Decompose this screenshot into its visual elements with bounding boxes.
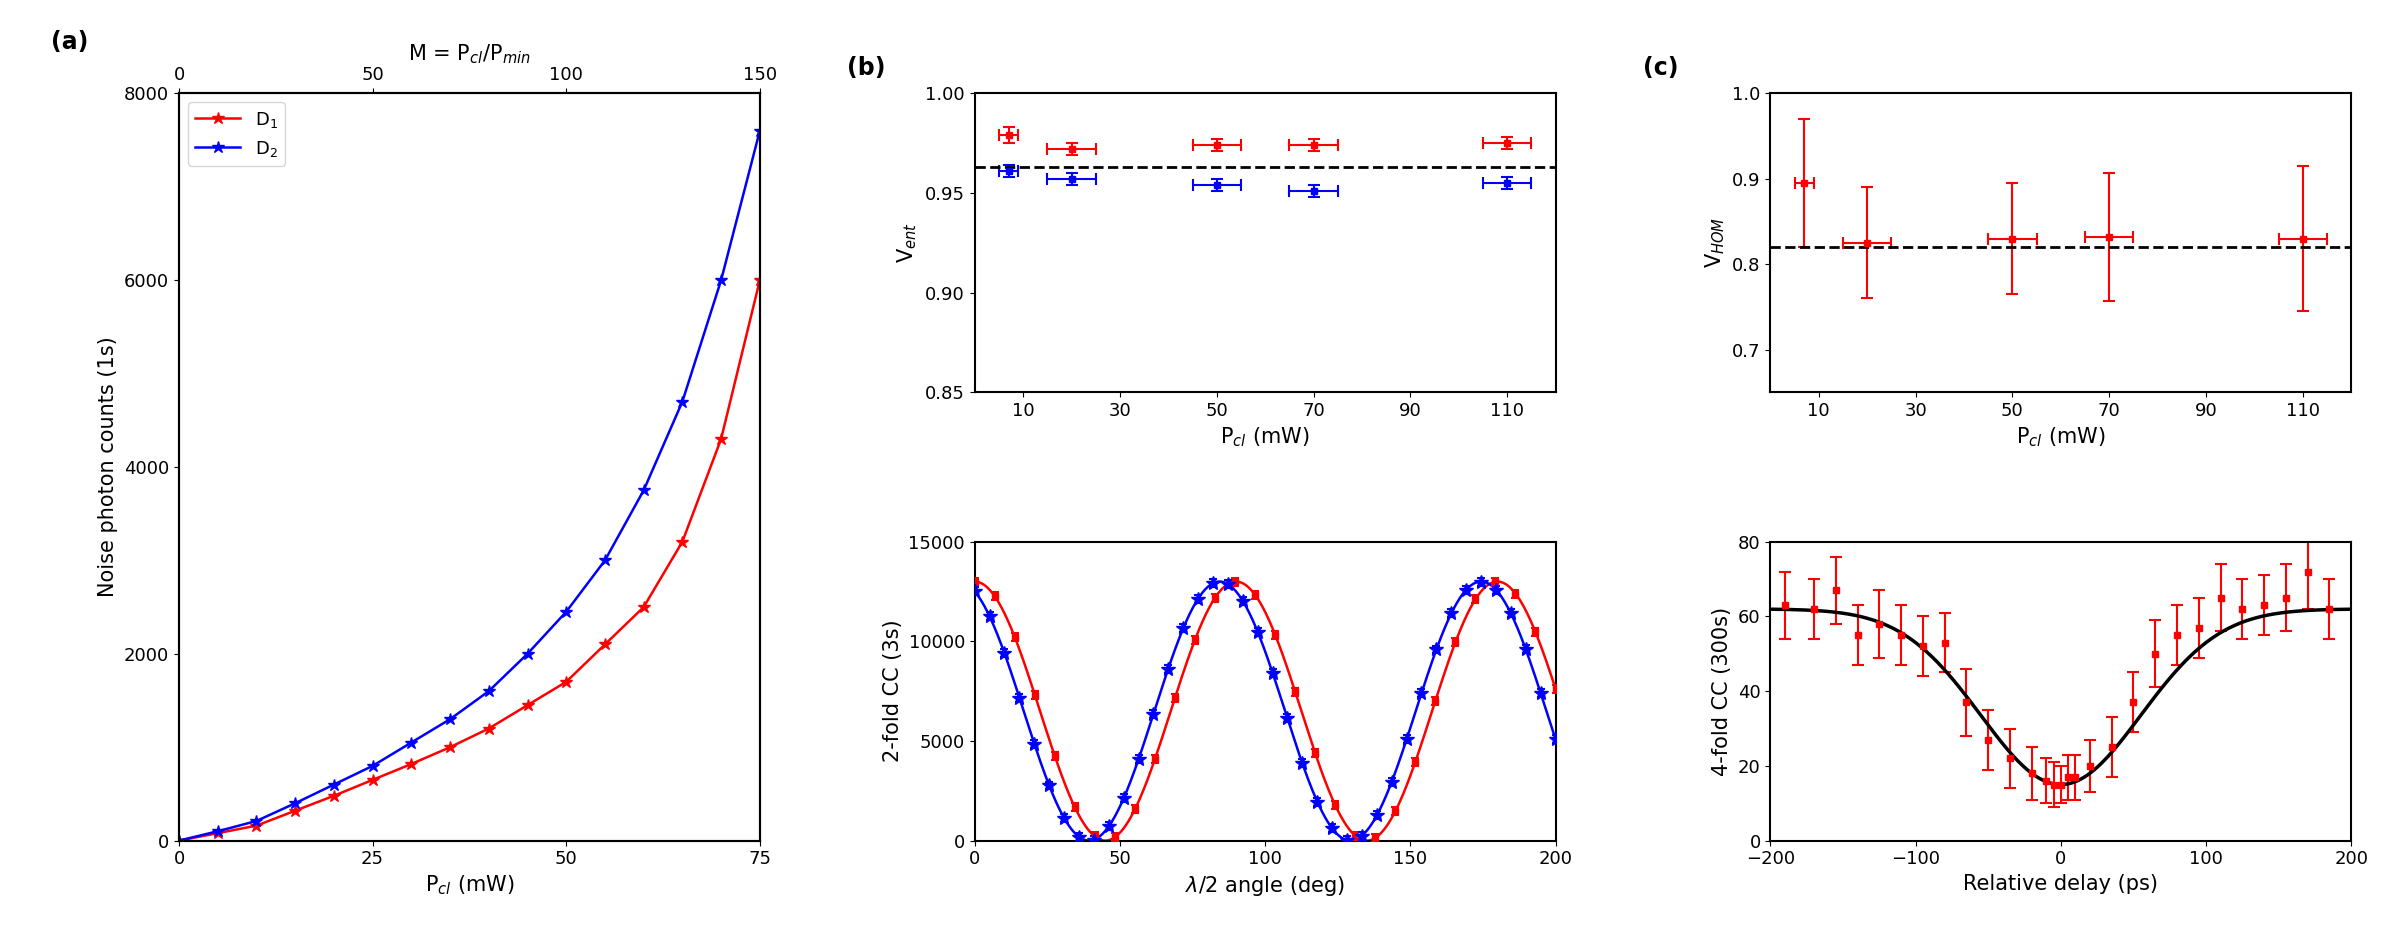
D$_1$	[165, 835, 193, 846]
D$_1$	[320, 790, 349, 801]
D$_1$	[203, 828, 232, 839]
D$_2$	[282, 798, 310, 809]
D$_1$	[630, 601, 659, 613]
D$_2$	[203, 826, 232, 837]
Legend: D$_1$, D$_2$: D$_1$, D$_2$	[189, 103, 284, 166]
D$_1$	[668, 536, 697, 547]
X-axis label: P$_{cl}$ (mW): P$_{cl}$ (mW)	[2017, 426, 2105, 449]
Y-axis label: V$_{ent}$: V$_{ent}$	[895, 222, 919, 263]
Y-axis label: 4-fold CC (300s): 4-fold CC (300s)	[1711, 606, 1733, 776]
D$_1$	[396, 758, 425, 770]
Y-axis label: 2-fold CC (3s): 2-fold CC (3s)	[883, 620, 902, 762]
X-axis label: $\lambda$/2 angle (deg): $\lambda$/2 angle (deg)	[1186, 874, 1344, 898]
D$_2$	[437, 714, 465, 725]
Line: D$_2$: D$_2$	[172, 124, 766, 847]
D$_2$	[241, 815, 270, 827]
X-axis label: P$_{cl}$ (mW): P$_{cl}$ (mW)	[425, 874, 513, 898]
D$_2$	[320, 779, 349, 790]
D$_2$	[707, 275, 735, 286]
D$_2$	[630, 485, 659, 496]
D$_1$	[241, 820, 270, 831]
D$_1$	[475, 723, 504, 734]
Y-axis label: Noise photon counts (1s): Noise photon counts (1s)	[98, 336, 119, 598]
Text: (c): (c)	[1642, 56, 1678, 80]
D$_1$	[707, 433, 735, 445]
Line: D$_1$: D$_1$	[172, 274, 766, 847]
D$_2$	[668, 396, 697, 407]
D$_1$	[590, 639, 618, 650]
D$_1$	[745, 275, 773, 286]
D$_2$	[165, 835, 193, 846]
D$_1$	[513, 700, 542, 711]
X-axis label: Relative delay (ps): Relative delay (ps)	[1962, 874, 2158, 894]
X-axis label: M = P$_{cl}$/P$_{min}$: M = P$_{cl}$/P$_{min}$	[408, 42, 530, 65]
Text: (b): (b)	[847, 56, 886, 80]
D$_1$	[282, 805, 310, 816]
D$_2$	[745, 125, 773, 136]
D$_2$	[358, 760, 387, 771]
Y-axis label: V$_{HOM}$: V$_{HOM}$	[1702, 218, 1726, 268]
D$_1$	[358, 774, 387, 785]
X-axis label: P$_{cl}$ (mW): P$_{cl}$ (mW)	[1220, 426, 1310, 449]
Text: (a): (a)	[50, 30, 88, 53]
D$_2$	[551, 606, 580, 617]
D$_2$	[513, 648, 542, 659]
D$_2$	[396, 737, 425, 748]
D$_2$	[475, 686, 504, 697]
D$_2$	[590, 555, 618, 566]
D$_1$	[551, 676, 580, 687]
D$_1$	[437, 742, 465, 753]
